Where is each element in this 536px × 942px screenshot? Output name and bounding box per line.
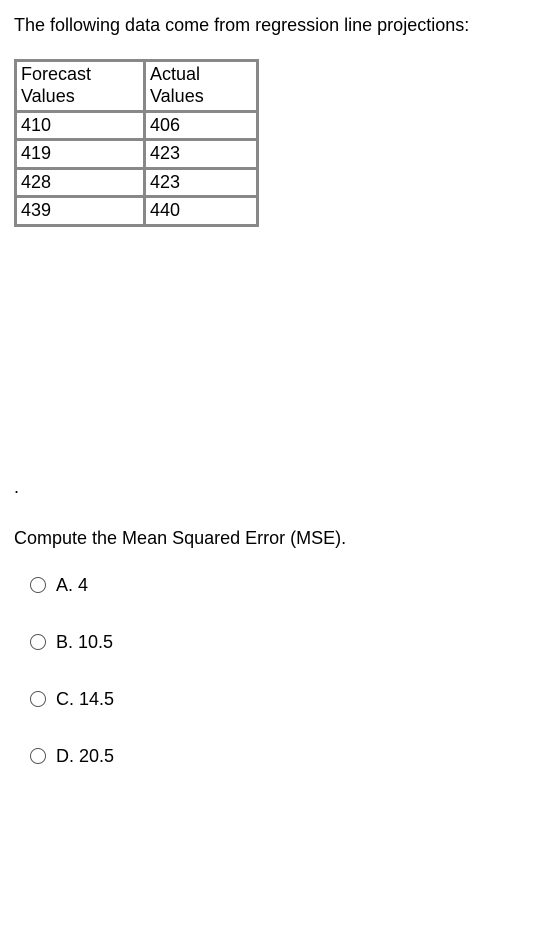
option-value: 14.5 <box>79 689 114 709</box>
option-row-a[interactable]: A. 4 <box>30 575 522 596</box>
option-value: 4 <box>78 575 88 595</box>
table-row: 419 423 <box>16 140 257 168</box>
option-letter: A. <box>56 575 73 595</box>
table-row: 439 440 <box>16 197 257 225</box>
option-value: 20.5 <box>79 746 114 766</box>
question-text: Compute the Mean Squared Error (MSE). <box>14 528 522 549</box>
cell-forecast: 428 <box>16 169 144 197</box>
cell-actual: 406 <box>145 112 257 140</box>
col-header-forecast: Forecast Values <box>16 61 144 110</box>
cell-forecast: 439 <box>16 197 144 225</box>
option-letter: D. <box>56 746 74 766</box>
intro-text: The following data come from regression … <box>14 14 522 37</box>
option-row-b[interactable]: B. 10.5 <box>30 632 522 653</box>
vertical-spacer <box>14 227 522 477</box>
radio-a[interactable] <box>30 577 46 593</box>
table-header-row: Forecast Values Actual Values <box>16 61 257 110</box>
option-label: D. 20.5 <box>56 746 114 767</box>
cell-forecast: 419 <box>16 140 144 168</box>
period-marker: . <box>14 477 522 498</box>
option-row-c[interactable]: C. 14.5 <box>30 689 522 710</box>
cell-forecast: 410 <box>16 112 144 140</box>
option-letter: B. <box>56 632 73 652</box>
cell-actual: 423 <box>145 169 257 197</box>
col-header-actual: Actual Values <box>145 61 257 110</box>
table-row: 410 406 <box>16 112 257 140</box>
cell-actual: 423 <box>145 140 257 168</box>
option-label: C. 14.5 <box>56 689 114 710</box>
table-row: 428 423 <box>16 169 257 197</box>
radio-b[interactable] <box>30 634 46 650</box>
option-letter: C. <box>56 689 74 709</box>
option-label: B. 10.5 <box>56 632 113 653</box>
option-label: A. 4 <box>56 575 88 596</box>
cell-actual: 440 <box>145 197 257 225</box>
radio-c[interactable] <box>30 691 46 707</box>
radio-d[interactable] <box>30 748 46 764</box>
options-group: A. 4 B. 10.5 C. 14.5 D. 20.5 <box>14 575 522 767</box>
data-table: Forecast Values Actual Values 410 406 41… <box>14 59 259 227</box>
option-row-d[interactable]: D. 20.5 <box>30 746 522 767</box>
option-value: 10.5 <box>78 632 113 652</box>
